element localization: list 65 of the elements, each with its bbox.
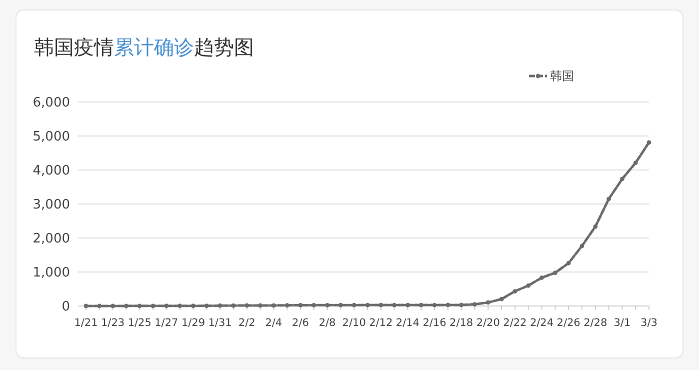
x-tick-label: 2/20 xyxy=(476,317,500,329)
point xyxy=(218,303,222,308)
point xyxy=(646,140,652,145)
point xyxy=(244,303,250,308)
point xyxy=(552,270,558,275)
x-tick-label: 3/3 xyxy=(640,317,658,329)
point xyxy=(298,303,303,308)
x-tick-label: 2/6 xyxy=(292,317,310,329)
point xyxy=(593,224,598,229)
x-tick-label: 2/12 xyxy=(369,317,393,329)
point xyxy=(392,302,397,308)
chart-title: 韩国疫情累计确诊趋势图 xyxy=(34,35,254,59)
point xyxy=(540,275,544,280)
x-tick-label: 2/18 xyxy=(450,317,474,329)
point xyxy=(271,303,276,308)
x-tick-label: 1/29 xyxy=(181,317,206,329)
x-tick-label: 3/1 xyxy=(614,317,631,329)
x-tick-label: 2/24 xyxy=(530,317,554,329)
x-tick-label: 2/2 xyxy=(238,317,256,329)
point xyxy=(566,260,571,266)
point xyxy=(446,302,450,308)
point xyxy=(204,304,209,308)
x-tick-label: 1/31 xyxy=(208,317,232,329)
point xyxy=(231,303,236,308)
y-tick-label: 5,000 xyxy=(32,130,70,145)
x-tick-label: 2/26 xyxy=(556,317,581,329)
x-tick-label: 1/27 xyxy=(154,317,178,329)
y-tick-label: 2,000 xyxy=(32,232,70,247)
point xyxy=(432,302,437,308)
point xyxy=(284,303,290,308)
x-tick-label: 2/14 xyxy=(396,317,420,329)
y-tick-label: 0 xyxy=(62,300,70,315)
x-tick-label: 1/21 xyxy=(74,317,98,329)
point xyxy=(325,302,330,308)
point xyxy=(418,302,424,308)
point xyxy=(312,302,316,308)
point xyxy=(486,300,490,305)
point xyxy=(472,302,477,306)
legend-label: 韩国 xyxy=(550,69,574,84)
y-tick-label: 1,000 xyxy=(32,266,70,281)
point xyxy=(606,196,611,202)
y-tick-label: 4,000 xyxy=(32,164,70,179)
x-tick-label: 1/25 xyxy=(128,317,152,329)
x-tick-label: 1/23 xyxy=(101,317,125,329)
x-tick-label: 2/4 xyxy=(265,317,282,329)
point xyxy=(338,302,343,308)
point xyxy=(365,302,370,308)
point xyxy=(406,302,410,308)
point xyxy=(459,302,464,308)
x-tick-label: 2/10 xyxy=(342,317,366,329)
y-tick-label: 6,000 xyxy=(32,96,70,111)
point xyxy=(633,160,638,165)
point xyxy=(352,302,356,308)
point xyxy=(580,244,584,248)
point xyxy=(512,289,518,294)
y-tick-label: 3,000 xyxy=(32,198,70,213)
point xyxy=(378,302,384,308)
x-tick-label: 2/16 xyxy=(422,317,447,329)
point xyxy=(258,303,262,308)
x-tick-label: 2/22 xyxy=(503,317,527,329)
x-tick-label: 2/28 xyxy=(584,317,608,329)
point xyxy=(499,296,504,302)
point xyxy=(620,176,624,182)
point xyxy=(526,283,531,288)
x-tick-label: 2/8 xyxy=(318,317,336,329)
